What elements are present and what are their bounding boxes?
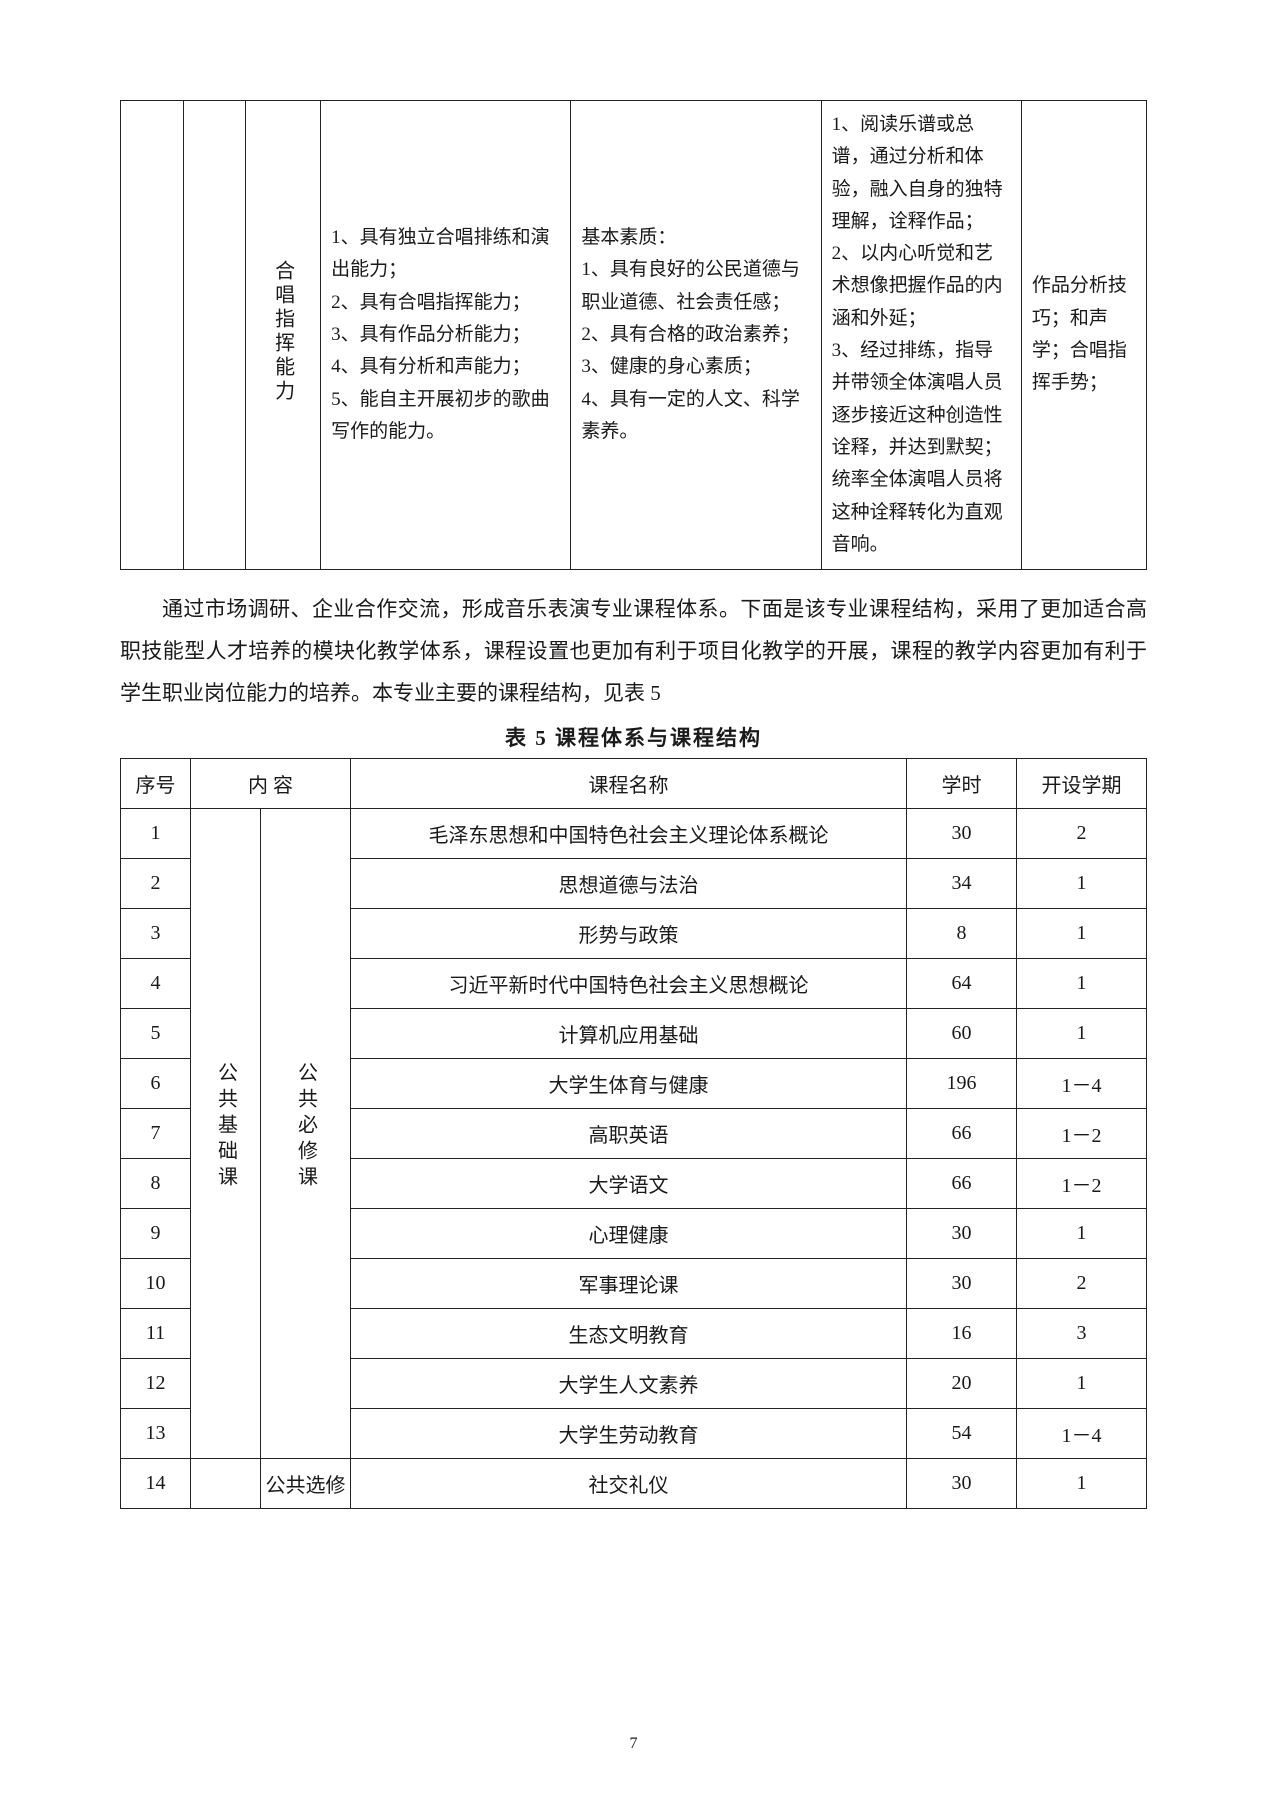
table2-header-term: 开设学期: [1017, 759, 1147, 809]
table2-seq: 14: [121, 1459, 191, 1509]
table2-term: 1－2: [1017, 1109, 1147, 1159]
table2-name: 大学生体育与健康: [351, 1059, 907, 1109]
table2-name: 心理健康: [351, 1209, 907, 1259]
table2-term: 1－4: [1017, 1059, 1147, 1109]
table2-seq: 8: [121, 1159, 191, 1209]
table2-name: 大学语文: [351, 1159, 907, 1209]
table2-hours: 30: [907, 1209, 1017, 1259]
table2-name: 毛泽东思想和中国特色社会主义理论体系概论: [351, 809, 907, 859]
table2-name: 习近平新时代中国特色社会主义思想概论: [351, 959, 907, 1009]
table2-hours: 34: [907, 859, 1017, 909]
table1-ability-text: 1、具有独立合唱排练和演出能力； 2、具有合唱指挥能力； 3、具有作品分析能力；…: [331, 222, 560, 448]
table2-term: 1: [1017, 959, 1147, 1009]
table2-hours: 30: [907, 1259, 1017, 1309]
table2-header-row: 序号 内 容 课程名称 学时 开设学期: [121, 759, 1147, 809]
table2-term: 1: [1017, 859, 1147, 909]
table2-seq: 11: [121, 1309, 191, 1359]
table1-skill-text: 作品分析技巧；和声学；合唱指挥手势；: [1032, 270, 1136, 399]
table2-cat2-cell: 公共必修课: [261, 809, 351, 1459]
table2-seq: 12: [121, 1359, 191, 1409]
table2-seq: 13: [121, 1409, 191, 1459]
table2-term: 3: [1017, 1309, 1147, 1359]
table2-seq: 7: [121, 1109, 191, 1159]
table2-term: 1: [1017, 1459, 1147, 1509]
table2-name: 军事理论课: [351, 1259, 907, 1309]
table2-cat1-cell: 公共基础课: [191, 809, 261, 1459]
table1-abilities: 合唱指挥能力 1、具有独立合唱排练和演出能力； 2、具有合唱指挥能力； 3、具有…: [120, 100, 1147, 570]
table2-hours: 60: [907, 1009, 1017, 1059]
table2-term: 2: [1017, 1259, 1147, 1309]
table2-seq: 10: [121, 1259, 191, 1309]
table2-caption: 表 5 课程体系与课程结构: [120, 722, 1147, 752]
table-row: 1 公共基础课 公共必修课 毛泽东思想和中国特色社会主义理论体系概论 30 2: [121, 809, 1147, 859]
table2-term: 2: [1017, 809, 1147, 859]
table2-seq: 5: [121, 1009, 191, 1059]
table2-cat2-label: 公共必修课: [265, 1062, 346, 1206]
table1-requirement-cell: 1、阅读乐谱或总谱，通过分析和体验，融入自身的独特理解，诠释作品； 2、以内心听…: [821, 101, 1021, 570]
table2-seq: 1: [121, 809, 191, 859]
table2-seq: 6: [121, 1059, 191, 1109]
table2-seq: 2: [121, 859, 191, 909]
table2-term: 1: [1017, 909, 1147, 959]
table2-name: 生态文明教育: [351, 1309, 907, 1359]
table2-seq: 4: [121, 959, 191, 1009]
document-page: 合唱指挥能力 1、具有独立合唱排练和演出能力； 2、具有合唱指挥能力； 3、具有…: [0, 0, 1267, 1793]
table2-hours: 20: [907, 1359, 1017, 1409]
table2-hours: 54: [907, 1409, 1017, 1459]
table2-name: 社交礼仪: [351, 1459, 907, 1509]
table1-category-label: 合唱指挥能力: [269, 260, 298, 404]
table2-seq: 3: [121, 909, 191, 959]
table2-curriculum: 序号 内 容 课程名称 学时 开设学期 1 公共基础课 公共必修课 毛泽东思想和…: [120, 758, 1147, 1509]
table2-hours: 16: [907, 1309, 1017, 1359]
table2-term: 1－4: [1017, 1409, 1147, 1459]
table2-seq: 9: [121, 1209, 191, 1259]
table2-header-content: 内 容: [191, 759, 351, 809]
table1-category-cell: 合唱指挥能力: [246, 101, 321, 570]
table2-hours: 30: [907, 1459, 1017, 1509]
table1-col0: [121, 101, 184, 570]
table2-hours: 196: [907, 1059, 1017, 1109]
table1-requirement-text: 1、阅读乐谱或总谱，通过分析和体验，融入自身的独特理解，诠释作品； 2、以内心听…: [832, 109, 1011, 561]
table2-cat1-label: 公共基础课: [206, 1062, 246, 1206]
table1-col1: [183, 101, 246, 570]
table2-name: 思想道德与法治: [351, 859, 907, 909]
table1-ability-cell: 1、具有独立合唱排练和演出能力； 2、具有合唱指挥能力； 3、具有作品分析能力；…: [321, 101, 571, 570]
table2-name: 计算机应用基础: [351, 1009, 907, 1059]
table2-name: 形势与政策: [351, 909, 907, 959]
table2-term: 1: [1017, 1209, 1147, 1259]
table1-skill-cell: 作品分析技巧；和声学；合唱指挥手势；: [1021, 101, 1146, 570]
table2-cat1-empty: [191, 1459, 261, 1509]
table2-term: 1: [1017, 1009, 1147, 1059]
table2-term: 1: [1017, 1359, 1147, 1409]
table2-hours: 64: [907, 959, 1017, 1009]
table2-hours: 66: [907, 1109, 1017, 1159]
table1-quality-cell: 基本素质： 1、具有良好的公民道德与职业道德、社会责任感； 2、具有合格的政治素…: [571, 101, 821, 570]
table2-header-seq: 序号: [121, 759, 191, 809]
table2-name: 大学生劳动教育: [351, 1409, 907, 1459]
body-paragraph: 通过市场调研、企业合作交流，形成音乐表演专业课程体系。下面是该专业课程结构，采用…: [120, 588, 1147, 714]
table2-hours: 30: [907, 809, 1017, 859]
table2-header-hours: 学时: [907, 759, 1017, 809]
table2-hours: 66: [907, 1159, 1017, 1209]
table1-quality-text: 基本素质： 1、具有良好的公民道德与职业道德、社会责任感； 2、具有合格的政治素…: [581, 222, 810, 448]
table2-term: 1－2: [1017, 1159, 1147, 1209]
table2-header-name: 课程名称: [351, 759, 907, 809]
table2-hours: 8: [907, 909, 1017, 959]
table2-cat3-cell: 公共选修: [261, 1459, 351, 1509]
table2-name: 高职英语: [351, 1109, 907, 1159]
page-number: 7: [0, 1735, 1267, 1753]
table2-name: 大学生人文素养: [351, 1359, 907, 1409]
table-row: 14 公共选修 社交礼仪 30 1: [121, 1459, 1147, 1509]
